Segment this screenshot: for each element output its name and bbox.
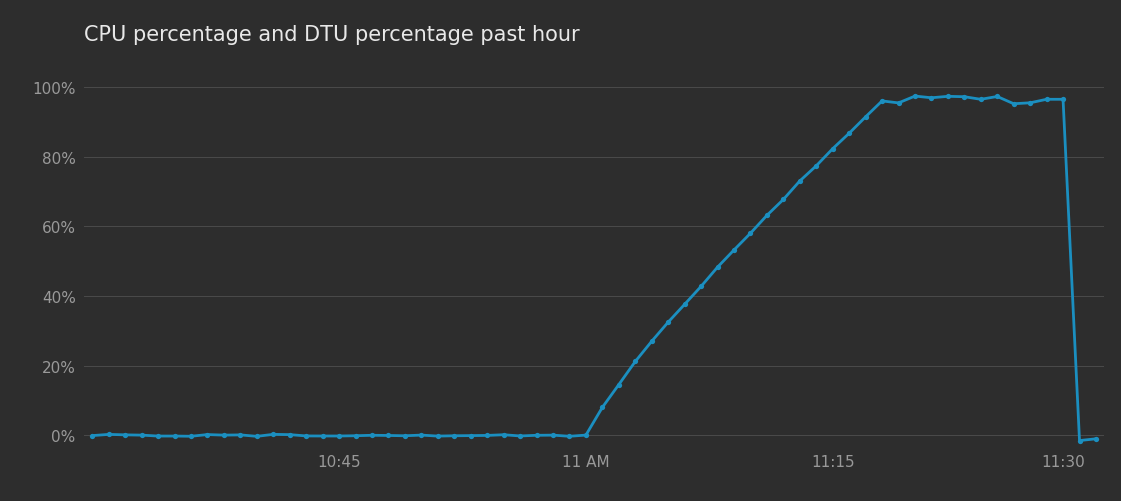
Text: CPU percentage and DTU percentage past hour: CPU percentage and DTU percentage past h…: [84, 25, 580, 45]
